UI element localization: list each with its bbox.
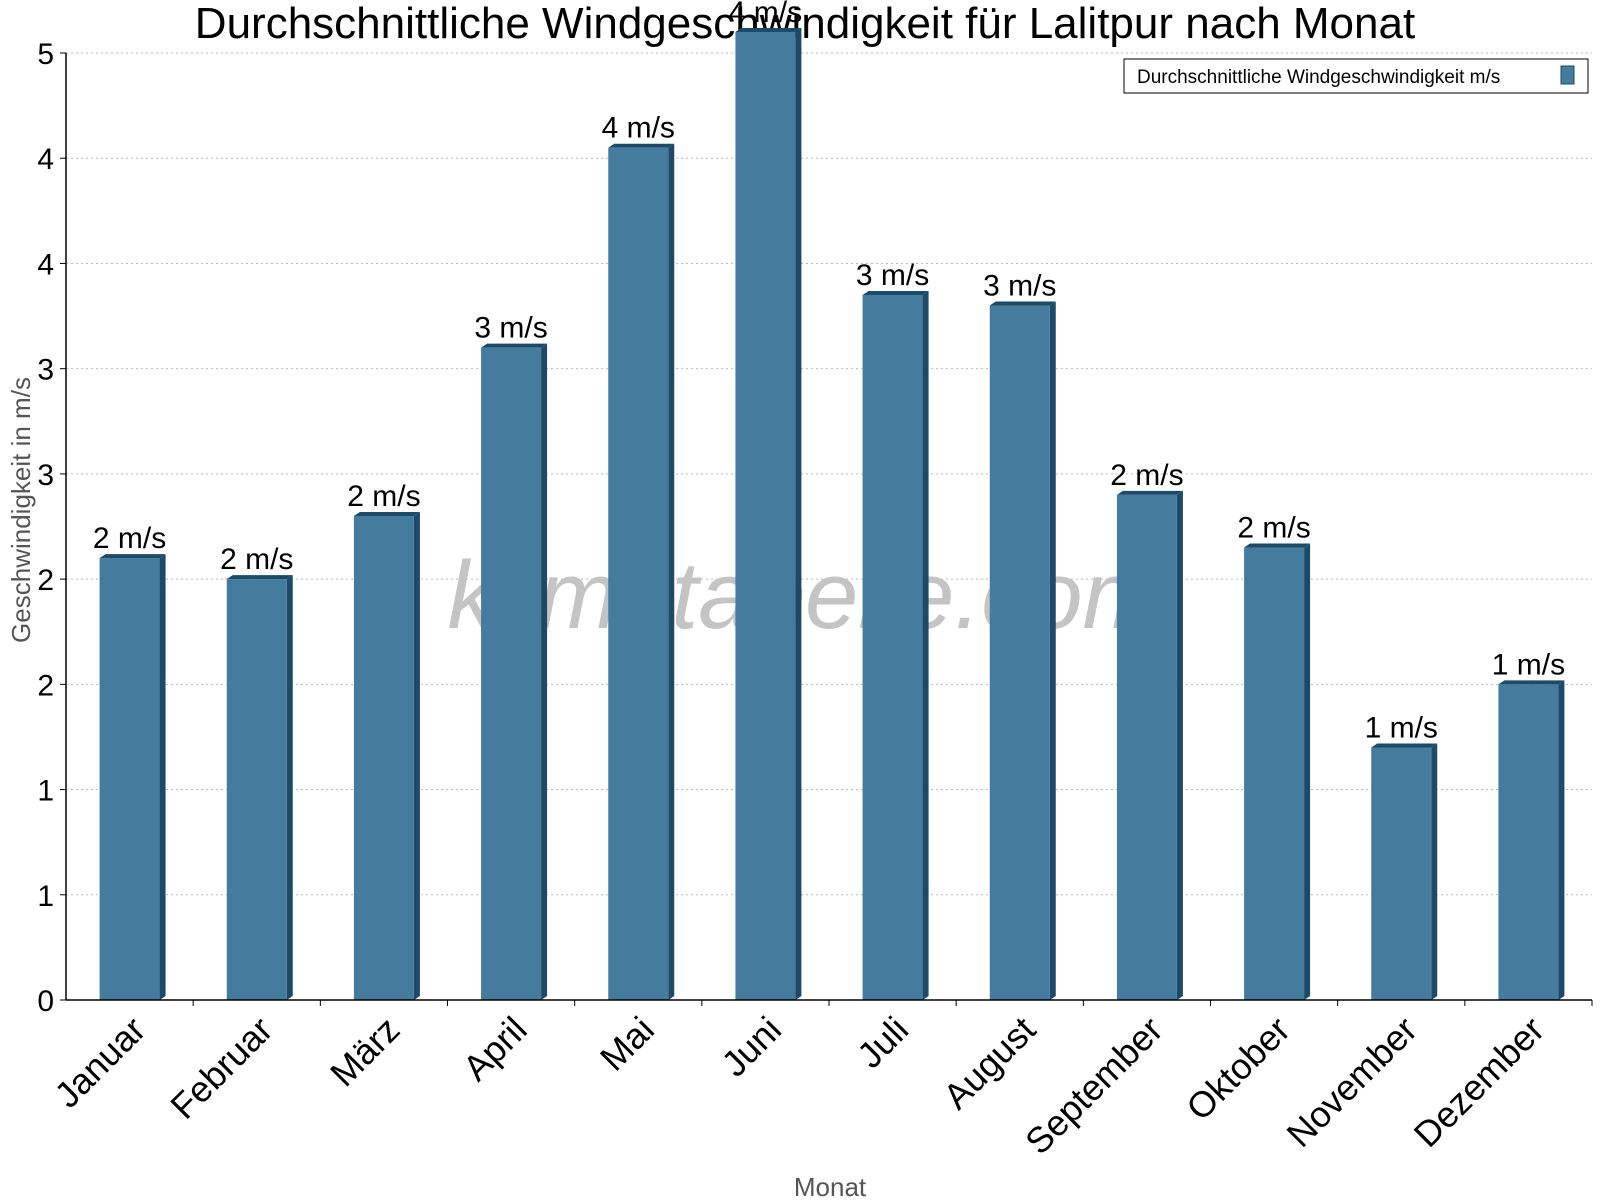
x-tick-label: Juni — [713, 1009, 789, 1085]
y-tick-label: 3 — [37, 459, 54, 492]
bar-side — [286, 575, 293, 1000]
bar — [735, 27, 802, 1000]
x-tick-label: Mai — [592, 1009, 662, 1079]
data-label: 1 m/s — [1492, 648, 1565, 681]
bar — [353, 511, 420, 1000]
y-tick-label: 1 — [37, 880, 54, 913]
y-tick-label: 2 — [37, 564, 54, 597]
bar-top — [989, 301, 1056, 306]
data-label: 2 m/s — [220, 543, 293, 576]
bar-top — [1498, 680, 1565, 685]
x-tick-label: August — [935, 1009, 1043, 1117]
bar-side — [795, 27, 802, 1000]
bar-side — [413, 511, 420, 1000]
data-label: 4 m/s — [729, 0, 802, 29]
data-label: 3 m/s — [474, 312, 547, 345]
bar-front — [1244, 547, 1305, 1000]
x-tick-label: April — [455, 1009, 535, 1089]
bars: 2 m/s 2 m/s 2 m/s 3 m/s 4 m/s 4 m/s 3 m/s 3 m/s… — [93, 0, 1565, 1001]
bar-side — [1431, 743, 1438, 1000]
legend-box — [1123, 58, 1589, 94]
bar — [1244, 543, 1311, 1000]
x-tick-label: Oktober — [1178, 1009, 1298, 1129]
bar-front — [99, 558, 160, 1000]
bar-top — [1116, 490, 1183, 495]
bar-front — [1371, 747, 1432, 1000]
bar-front — [481, 347, 542, 1001]
x-axis-ticks: Januar Februar März April Mai Juni Juli AugustS… — [46, 1000, 1593, 1163]
x-tick-label: November — [1278, 1009, 1424, 1155]
bar — [1371, 743, 1438, 1000]
data-label: 2 m/s — [1110, 459, 1183, 492]
bar — [608, 143, 675, 1000]
bar-top — [735, 27, 802, 32]
data-label: 2 m/s — [93, 522, 166, 555]
bar-top — [99, 554, 166, 559]
chart-title: Durchschnittliche Windgeschwindigkeit fü… — [195, 0, 1415, 48]
x-tick-label: Januar — [46, 1009, 153, 1116]
x-tick-label: Dezember — [1406, 1009, 1552, 1155]
y-tick-label: 0 — [37, 985, 54, 1018]
data-label: 2 m/s — [347, 480, 420, 513]
bar-front — [353, 515, 414, 1000]
bar — [862, 291, 929, 1000]
bar-front — [608, 147, 669, 1000]
y-tick-label: 2 — [37, 669, 54, 702]
bar-front — [735, 31, 796, 1000]
data-label: 3 m/s — [983, 270, 1056, 303]
bar — [1498, 680, 1565, 1000]
y-axis-label: Geschwindigkeit in m/s — [6, 377, 36, 643]
bar-front — [1116, 494, 1177, 1000]
bar — [989, 301, 1056, 1000]
bar-top — [862, 291, 929, 296]
bar-top — [1244, 543, 1311, 548]
bar-side — [1558, 680, 1565, 1000]
bar-top — [608, 143, 675, 148]
y-tick-label: 5 — [37, 38, 54, 71]
bar-top — [1371, 743, 1438, 748]
bar-top — [226, 575, 293, 580]
bar-top — [353, 511, 420, 516]
legend: Durchschnittliche Windgeschwindigkeit m/… — [1123, 58, 1589, 94]
x-axis-label: Monat — [794, 1172, 867, 1200]
x-tick-label: September — [1017, 1009, 1171, 1163]
y-tick-label: 4 — [37, 248, 54, 281]
bar-side — [1304, 543, 1311, 1000]
bar-side — [1176, 490, 1183, 1000]
data-label: 4 m/s — [602, 112, 675, 145]
bar-front — [989, 305, 1050, 1000]
bar-top — [481, 343, 548, 348]
bar-front — [862, 295, 923, 1000]
axes — [65, 53, 1592, 1001]
bar — [1116, 490, 1183, 1000]
bar-side — [541, 343, 548, 1001]
gridlines — [66, 52, 1592, 896]
bar — [99, 554, 166, 1000]
bar-side — [668, 143, 675, 1000]
x-tick-label: Juli — [849, 1009, 916, 1076]
x-tick-label: März — [322, 1009, 408, 1095]
bar — [481, 343, 548, 1001]
bar-side — [1049, 301, 1056, 1000]
data-label: 2 m/s — [1237, 512, 1310, 545]
y-axis-ticks: 0 1 1 2 2 3 3 4 4 5 — [37, 38, 66, 1018]
y-tick-label: 3 — [37, 354, 54, 387]
bar-front — [226, 579, 287, 1000]
legend-label: Durchschnittliche Windgeschwindigkeit m/… — [1137, 67, 1500, 88]
bar — [226, 575, 293, 1000]
bar-front — [1498, 684, 1559, 1000]
bar-side — [159, 554, 166, 1000]
y-tick-label: 4 — [37, 143, 54, 176]
y-tick-label: 1 — [37, 775, 54, 808]
bar-side — [922, 291, 929, 1000]
data-label: 3 m/s — [856, 259, 929, 292]
x-tick-label: Februar — [162, 1009, 280, 1127]
legend-swatch — [1560, 65, 1575, 85]
data-label: 1 m/s — [1365, 711, 1438, 744]
